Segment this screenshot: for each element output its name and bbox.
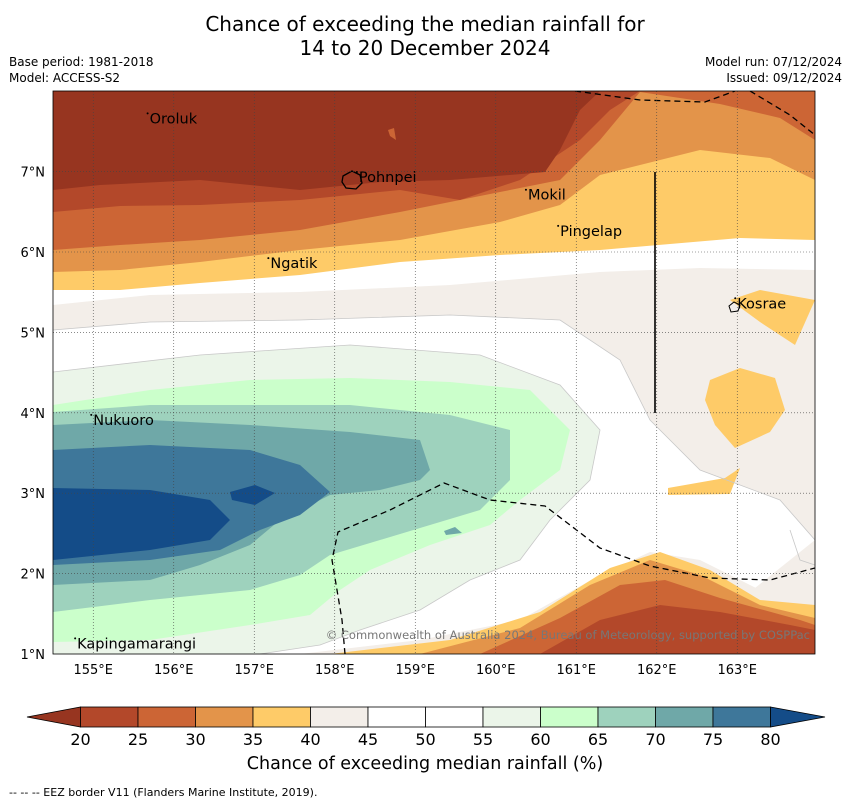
colorbar-segment xyxy=(137,706,196,728)
lat-tick-label: 1°N xyxy=(21,648,46,663)
place-marker xyxy=(557,224,560,227)
lat-tick-label: 4°N xyxy=(21,407,46,422)
colorbar-segment xyxy=(482,706,541,728)
kosrae-island xyxy=(728,301,741,313)
place-label: Nukuoro xyxy=(93,413,154,429)
base-period: Base period: 1981-2018 xyxy=(9,55,154,69)
lon-tick-label: 162°E xyxy=(637,663,677,678)
contour-55 xyxy=(53,344,601,654)
band-above-80 xyxy=(53,488,230,560)
place-marker xyxy=(267,257,270,260)
colorbar-segment xyxy=(310,706,369,728)
copyright-note: © Commonwealth of Australia 2024, Bureau… xyxy=(326,628,810,642)
footnote: -- -- -- EEZ border V11 (Flanders Marine… xyxy=(9,786,318,799)
colorbar: 20 25 30 35 40 45 50 55 60 65 70 75 80 xyxy=(26,706,826,749)
contour-45 xyxy=(53,314,815,541)
band-40-45 xyxy=(53,268,815,654)
colorbar-tick-label: 25 xyxy=(128,730,148,749)
lon-tick-label: 161°E xyxy=(556,663,596,678)
place-label: Mokil xyxy=(528,188,566,204)
colorbar-tick-label: 70 xyxy=(645,730,665,749)
colorbar-segment xyxy=(425,706,484,728)
lon-tick-label: 160°E xyxy=(476,663,516,678)
place-label: Pingelap xyxy=(560,224,622,240)
lon-tick-label: 163°E xyxy=(717,663,757,678)
patch-above-80 xyxy=(230,485,275,505)
colorbar-segment xyxy=(540,706,599,728)
contour-east xyxy=(789,529,815,566)
meta-right: Model run: 07/12/2024 Issued: 09/12/2024 xyxy=(705,54,842,86)
colorbar-tick-label: 40 xyxy=(300,730,320,749)
lat-tick-label: 7°N xyxy=(21,166,46,181)
place-marker xyxy=(524,188,527,191)
place-marker xyxy=(74,637,77,640)
colorbar-tick-label: 35 xyxy=(243,730,263,749)
lat-tick-label: 2°N xyxy=(21,568,46,583)
meta-left: Base period: 1981-2018 Model: ACCESS-S2 xyxy=(9,54,154,86)
colorbar-segment xyxy=(655,706,714,728)
lon-tick-label: 159°E xyxy=(395,663,435,678)
colorbar-segment xyxy=(252,706,311,728)
colorbar-tick-label: 30 xyxy=(185,730,205,749)
patch-70-75 xyxy=(444,527,462,535)
map-title: Chance of exceeding the median rainfall … xyxy=(0,12,850,60)
model-name: Model: ACCESS-S2 xyxy=(9,71,121,85)
colorbar-segment xyxy=(80,706,139,728)
title-line-2: 14 to 20 December 2024 xyxy=(299,36,551,60)
place-label: Kapingamarangi xyxy=(77,636,196,652)
place-label: Oroluk xyxy=(150,111,198,127)
eez-border-north xyxy=(574,91,815,136)
colorbar-tick-label: 65 xyxy=(588,730,608,749)
place-label: Ngatik xyxy=(270,256,318,272)
patch-east2-35-40 xyxy=(668,468,740,495)
colorbar-arrow-right xyxy=(770,706,826,728)
colorbar-tick-label: 45 xyxy=(358,730,378,749)
lat-tick-label: 6°N xyxy=(21,246,46,261)
map-frame xyxy=(52,90,816,655)
colorbar-tick-label: 60 xyxy=(530,730,550,749)
patch-east-35-40 xyxy=(705,368,785,448)
patch-kosrae-35-40 xyxy=(730,290,815,345)
colorbar-label: Chance of exceeding median rainfall (%) xyxy=(246,754,604,774)
colorbar-tick-label: 20 xyxy=(70,730,90,749)
model-run: Model run: 07/12/2024 xyxy=(704,55,842,69)
place-marker xyxy=(355,171,358,174)
rainfall-field: Oroluk Pohnpei Mokil Pingelap Ngatik Kosrae Nu… xyxy=(53,91,815,654)
title-line-1: Chance of exceeding the median rainfall … xyxy=(205,12,645,36)
colorbar-arrow-left xyxy=(26,706,81,728)
lon-tick-label: 156°E xyxy=(154,663,194,678)
band-below-20-north xyxy=(53,91,600,190)
place-marker xyxy=(734,297,737,300)
colorbar-segment xyxy=(712,706,771,728)
place-label: Pohnpei xyxy=(359,170,417,186)
place-marker xyxy=(146,112,149,115)
colorbar-segment xyxy=(597,706,656,728)
lat-tick-label: 3°N xyxy=(21,487,46,502)
lon-tick-label: 155°E xyxy=(73,663,113,678)
colorbar-tick-label: 55 xyxy=(473,730,493,749)
issued-date: Issued: 09/12/2024 xyxy=(726,71,842,85)
colorbar-tick-label: 80 xyxy=(760,730,780,749)
colorbar-tick-label: 75 xyxy=(703,730,723,749)
band-20-25-south xyxy=(540,605,815,654)
colorbar-segment xyxy=(195,706,254,728)
colorbar-segment xyxy=(367,706,426,728)
lat-tick-label: 5°N xyxy=(21,326,46,341)
place-label: Kosrae xyxy=(737,296,786,312)
colorbar-tick-label: 50 xyxy=(415,730,435,749)
lon-tick-label: 158°E xyxy=(315,663,355,678)
place-marker xyxy=(90,413,93,416)
lon-tick-label: 157°E xyxy=(234,663,274,678)
patch-north xyxy=(388,128,396,140)
